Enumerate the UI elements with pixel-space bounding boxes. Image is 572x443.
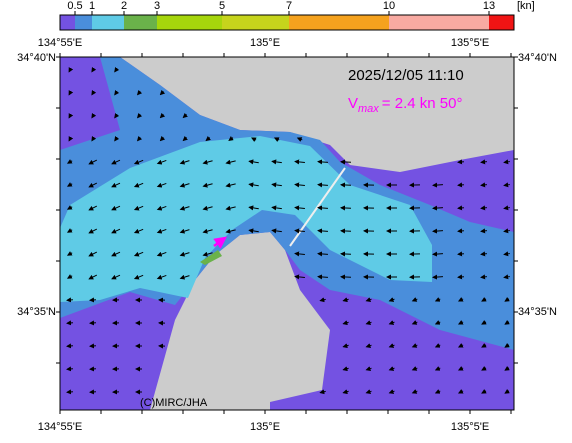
arrow	[458, 162, 464, 163]
bottom-label: 134°55'E	[38, 421, 82, 433]
arrow	[481, 231, 487, 232]
left-label: 34°40'N	[17, 52, 56, 64]
credit: (C)MIRC/JHA	[140, 397, 208, 409]
arrow	[481, 162, 487, 163]
arrow	[458, 185, 464, 186]
arrow	[433, 277, 443, 278]
arrow	[433, 231, 443, 232]
colorbar-label: 3	[154, 0, 160, 12]
colorbar-segment	[75, 15, 92, 30]
left-label: 34°35'N	[17, 306, 56, 318]
arrow	[433, 254, 443, 255]
colorbar-segment	[92, 15, 124, 30]
colorbar-label: 10	[383, 0, 395, 12]
arrow	[458, 231, 464, 232]
arrow	[67, 323, 73, 324]
arrow	[481, 254, 487, 255]
arrow	[481, 185, 487, 186]
arrow	[458, 254, 464, 255]
colorbar-segment	[124, 15, 157, 30]
arrow	[458, 277, 464, 278]
colorbar-segment	[222, 15, 289, 30]
arrow	[481, 208, 487, 209]
colorbar-segment	[289, 15, 389, 30]
arrow	[67, 369, 73, 370]
colorbar: 0.5 1 2 3 5 7 10 13 [kn]	[60, 0, 535, 30]
bottom-label: 135°E	[250, 421, 280, 433]
bottom-label: 135°5'E	[451, 421, 489, 433]
right-label: 34°40'N	[518, 52, 557, 64]
colorbar-label: 7	[286, 0, 292, 12]
arrow	[67, 346, 73, 347]
colorbar-label: 1	[89, 0, 95, 12]
right-label: 34°35'N	[518, 306, 557, 318]
arrow	[67, 300, 73, 301]
arrow	[458, 208, 464, 209]
colorbar-unit: [kn]	[517, 0, 535, 12]
colorbar-label: 5	[219, 0, 225, 12]
colorbar-segment	[60, 15, 75, 30]
top-label: 135°E	[250, 37, 280, 49]
colorbar-label: 2	[121, 0, 127, 12]
colorbar-segment	[157, 15, 222, 30]
colorbar-label: 0.5	[67, 0, 82, 12]
top-label: 135°5'E	[451, 37, 489, 49]
arrow	[433, 185, 443, 186]
arrow	[67, 392, 73, 393]
arrow	[433, 208, 443, 209]
timestamp: 2025/12/05 11:10	[348, 67, 464, 84]
colorbar-segment	[489, 15, 514, 30]
top-label: 134°55'E	[38, 37, 82, 49]
colorbar-segment	[389, 15, 489, 30]
arrow	[481, 277, 487, 278]
colorbar-label: 13	[483, 0, 495, 12]
